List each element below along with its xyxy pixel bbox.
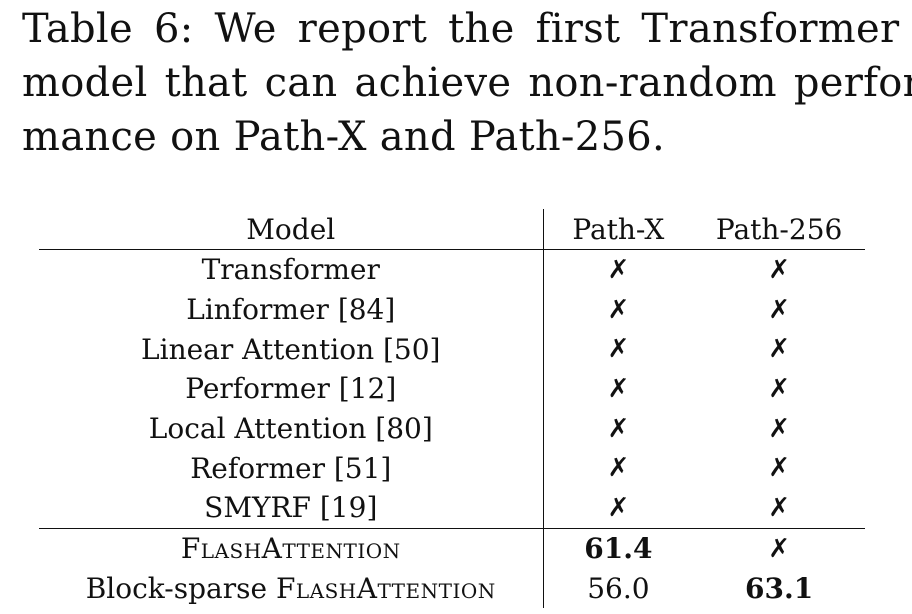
- path-x-score: 56.0: [587, 571, 650, 605]
- path-256-score: 63.1: [745, 571, 814, 605]
- table-row: SMYRF [19] ✗ ✗: [39, 488, 865, 529]
- table-row: Block-sparse FlashAttention 56.0 63.1: [39, 568, 865, 609]
- path-x-cross: ✗: [607, 334, 630, 365]
- model-name: Local Attention [80]: [39, 408, 544, 449]
- path-x-cross: ✗: [607, 373, 630, 404]
- model-name-smallcaps: FlashAttention: [275, 571, 496, 605]
- model-name: Performer [12]: [39, 369, 544, 409]
- table-header-row: Model Path-X Path-256: [39, 209, 865, 250]
- table-caption: Table 6: We report the first Transformer…: [22, 2, 912, 164]
- model-name: SMYRF [19]: [39, 488, 544, 529]
- table-row: Linear Attention [50] ✗ ✗: [39, 329, 865, 370]
- model-name: FlashAttention: [39, 527, 544, 569]
- model-name: Reformer [51]: [39, 448, 544, 489]
- header-model: Model: [39, 209, 544, 250]
- caption-line-2: model that can achieve non-random perfor…: [22, 60, 912, 106]
- path-256-cross: ✗: [768, 492, 790, 523]
- model-name-text: Block-sparse FlashAttention: [85, 571, 496, 605]
- path-x-cross: ✗: [607, 294, 630, 325]
- path-x-score: 61.4: [543, 527, 694, 569]
- table-row: FlashAttention 61.4 ✗: [39, 527, 865, 569]
- path-x-cross: ✗: [607, 254, 630, 285]
- table-row: Linformer [84] ✗ ✗: [39, 289, 865, 330]
- path-x-cross: ✗: [607, 453, 630, 484]
- path-256-cross: ✗: [768, 334, 790, 365]
- path-256-cross: ✗: [693, 527, 865, 569]
- model-name: Transformer: [39, 249, 544, 290]
- table-row: Transformer ✗ ✗: [39, 249, 865, 290]
- table-row: Performer [12] ✗ ✗: [39, 369, 865, 409]
- path-x-cross: ✗: [607, 492, 630, 523]
- header-path-x: Path-X: [543, 209, 694, 250]
- model-name: Block-sparse FlashAttention: [39, 568, 544, 609]
- table-row: Reformer [51] ✗ ✗: [39, 448, 865, 489]
- path-256-cross: ✗: [768, 413, 790, 444]
- path-256-cross: ✗: [768, 453, 790, 484]
- path-x-cross: ✗: [607, 413, 630, 444]
- model-name: Linformer [84]: [39, 289, 544, 330]
- header-path-256: Path-256: [693, 209, 865, 250]
- path-256-cross: ✗: [768, 254, 790, 285]
- caption-line-3: mance on Path-X and Path-256.: [22, 114, 665, 160]
- results-table: Model Path-X Path-256 Transformer ✗ ✗ Li…: [39, 209, 865, 609]
- path-256-cross: ✗: [768, 294, 790, 325]
- table-row: Local Attention [80] ✗ ✗: [39, 408, 865, 449]
- path-256-cross: ✗: [768, 373, 790, 404]
- model-name: Linear Attention [50]: [39, 329, 544, 370]
- caption-line-1: Table 6: We report the first Transformer: [22, 6, 900, 52]
